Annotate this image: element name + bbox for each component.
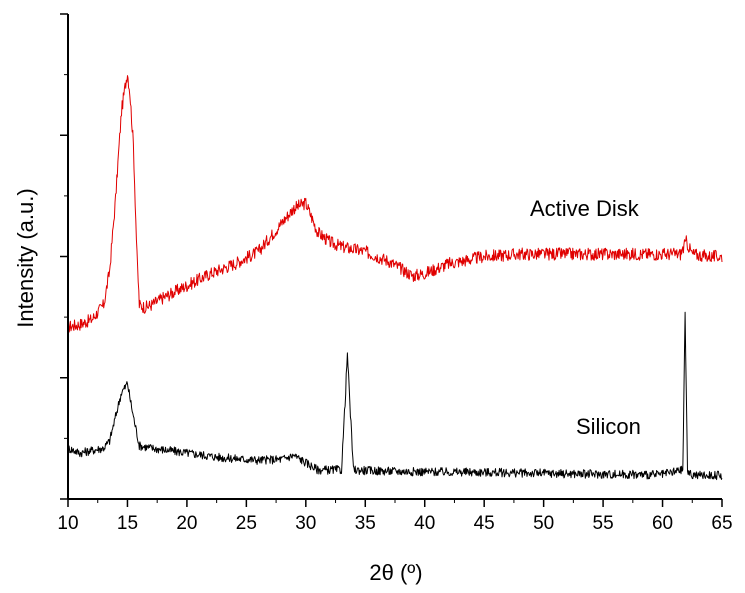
annotation-silicon: Silicon (576, 414, 641, 439)
x-tick-label: 55 (593, 513, 614, 534)
series-layer (67, 75, 723, 481)
x-tick-label: 20 (176, 513, 197, 534)
x-tick-group: 10 15 20 25 30 35 40 45 50 55 60 65 (57, 499, 733, 534)
x-tick-label: 35 (355, 513, 376, 534)
x-tick-label: 45 (474, 513, 495, 534)
y-tick-group (60, 13, 68, 500)
y-axis-title: Intensity (a.u.) (13, 188, 38, 327)
x-axis-title: 2θ (º) (369, 560, 422, 585)
x-tick-label: 30 (295, 513, 316, 534)
series-line-active-disk (67, 75, 723, 333)
series-line-silicon (67, 311, 723, 481)
x-tick-label: 40 (414, 513, 435, 534)
x-tick-label: 65 (711, 513, 732, 534)
x-tick-label: 15 (117, 513, 138, 534)
x-tick-label: 25 (236, 513, 257, 534)
x-tick-label: 60 (652, 513, 673, 534)
x-tick-label: 10 (57, 513, 78, 534)
annotation-active-disk: Active Disk (530, 196, 640, 221)
x-tick-label: 50 (533, 513, 554, 534)
